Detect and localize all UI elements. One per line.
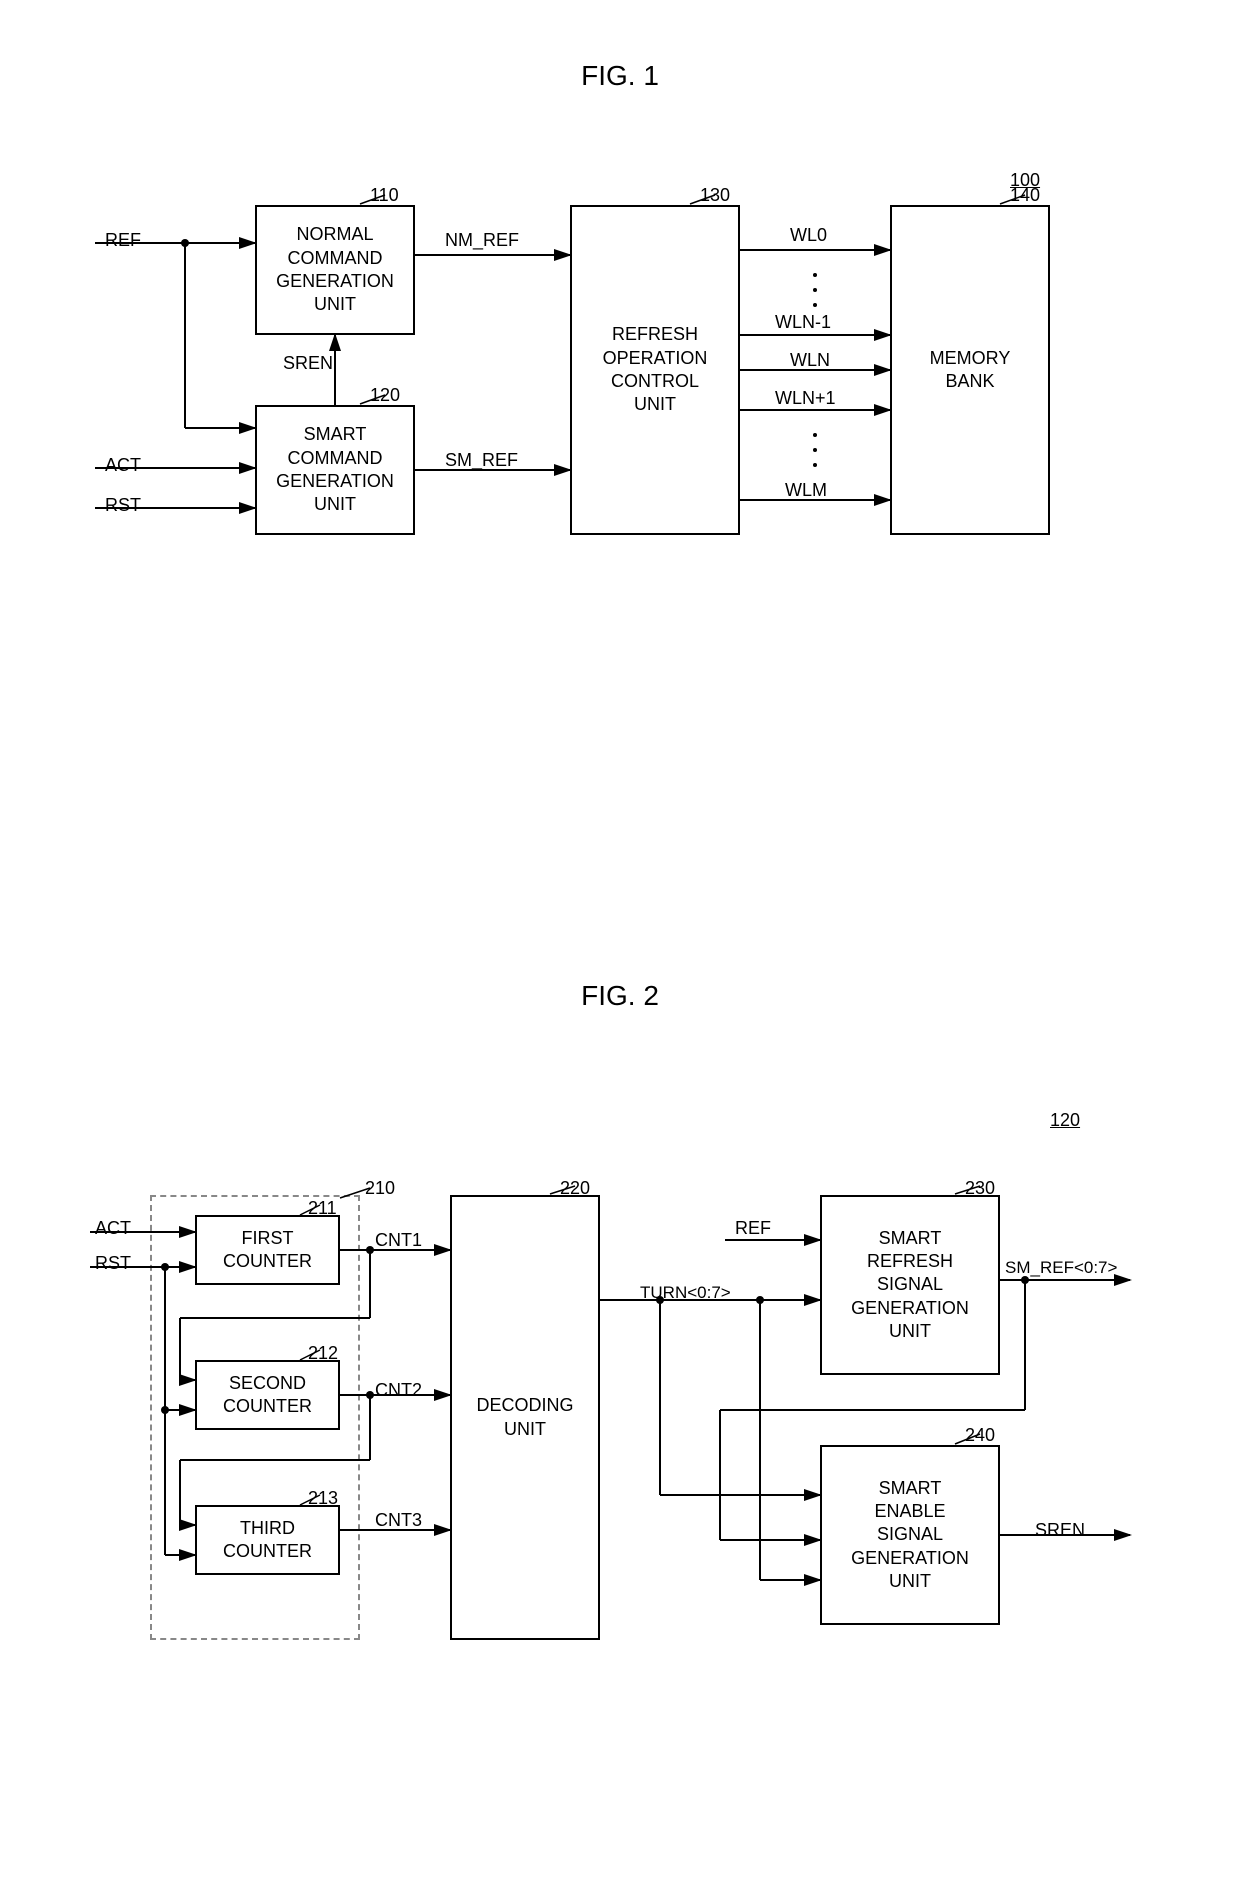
fig2-wires — [0, 0, 1240, 1900]
